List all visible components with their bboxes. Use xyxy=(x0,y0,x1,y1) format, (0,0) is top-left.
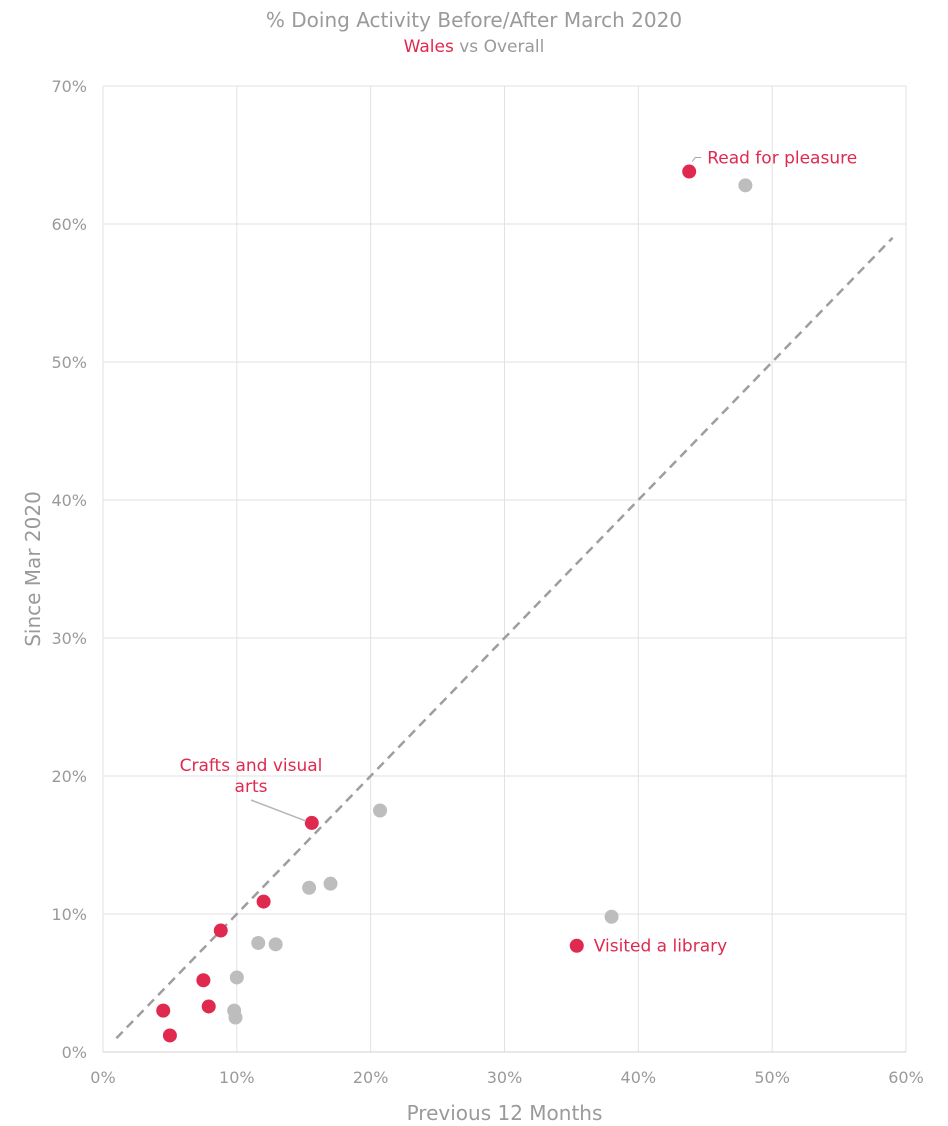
wales-point xyxy=(201,999,216,1014)
overall-point xyxy=(604,909,619,924)
y-tick-label: 50% xyxy=(51,353,87,372)
overall-point xyxy=(228,1010,243,1025)
y-tick-label: 0% xyxy=(62,1043,87,1062)
wales-point xyxy=(162,1028,177,1043)
label-leader-line xyxy=(250,799,307,822)
x-axis-title: Previous 12 Months xyxy=(407,1101,603,1125)
x-tick-label: 10% xyxy=(219,1068,255,1087)
y-tick-label: 60% xyxy=(51,215,87,234)
wales-point xyxy=(196,973,211,988)
y-tick-label: 70% xyxy=(51,77,87,96)
wales-point xyxy=(256,894,271,909)
reference-line xyxy=(115,236,894,1040)
data-label-read-for-pleasure: Read for pleasure xyxy=(707,149,857,169)
x-tick-label: 0% xyxy=(90,1068,115,1087)
overall-point xyxy=(251,935,266,950)
x-tick-label: 20% xyxy=(353,1068,389,1087)
x-tick-label: 30% xyxy=(487,1068,523,1087)
wales-point xyxy=(304,815,319,830)
x-tick-label: 50% xyxy=(754,1068,790,1087)
chart-subtitle: Wales vs Overall xyxy=(0,37,948,57)
y-tick-label: 20% xyxy=(51,767,87,786)
label-leader-line xyxy=(691,157,702,162)
y-axis-title: Since Mar 2020 xyxy=(21,491,45,647)
wales-point xyxy=(682,164,697,179)
subtitle-rest: vs Overall xyxy=(453,37,545,57)
y-tick-label: 10% xyxy=(51,905,87,924)
wales-point xyxy=(569,938,584,953)
subtitle-wales: Wales xyxy=(403,37,454,57)
chart-title: % Doing Activity Before/After March 2020 xyxy=(265,8,683,32)
wales-point xyxy=(156,1003,171,1018)
data-label-visited-a-library: Visited a library xyxy=(594,937,727,957)
overall-point xyxy=(229,970,244,985)
data-label-crafts-and-visual-arts: Crafts and visual arts xyxy=(180,756,323,797)
x-tick-label: 60% xyxy=(888,1068,924,1087)
wales-point xyxy=(213,923,228,938)
overall-point xyxy=(373,803,388,818)
overall-point xyxy=(323,876,338,891)
x-tick-label: 40% xyxy=(621,1068,657,1087)
overall-point xyxy=(302,880,317,895)
overall-point xyxy=(268,937,283,952)
y-tick-label: 40% xyxy=(51,491,87,510)
overall-point xyxy=(738,178,753,193)
y-tick-label: 30% xyxy=(51,629,87,648)
